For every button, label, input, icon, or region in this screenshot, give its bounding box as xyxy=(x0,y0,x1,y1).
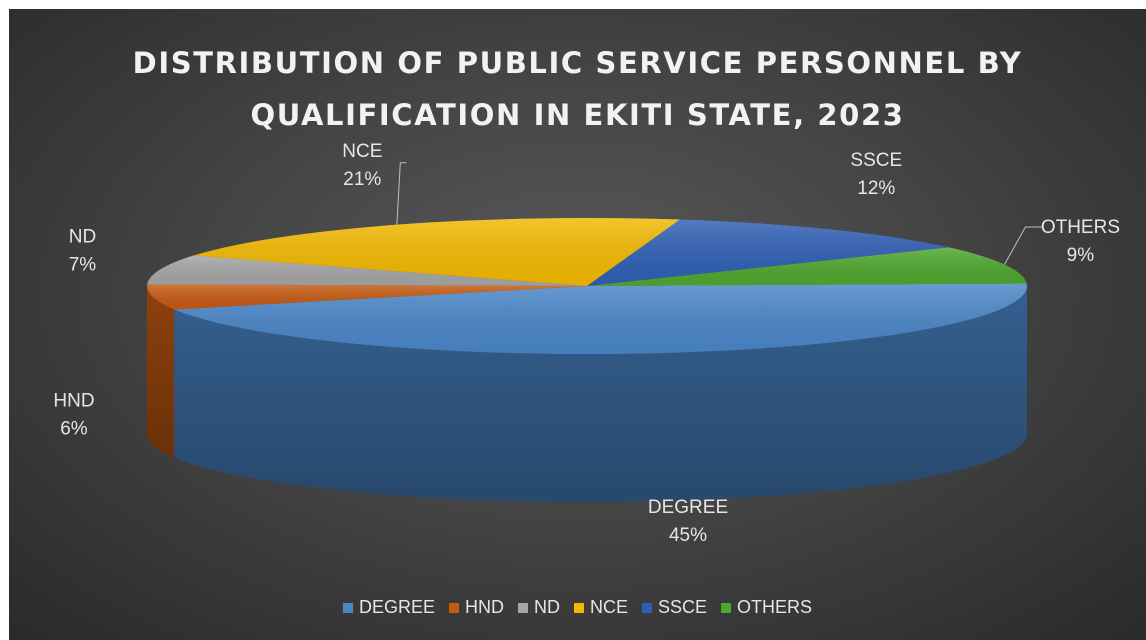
pie-side-shade-degree xyxy=(174,286,1028,503)
pie-sides xyxy=(147,286,1028,503)
data-label-others: OTHERS 9% xyxy=(1041,217,1120,266)
pie-slice-shade-nce xyxy=(193,218,680,286)
legend-label-ssce: SSCE xyxy=(658,597,708,617)
leader-line-nce xyxy=(396,162,407,225)
data-label-hnd: HND 6% xyxy=(53,391,94,440)
data-label-nce: NCE 21% xyxy=(342,141,382,190)
legend-item-degree: DEGREE xyxy=(342,597,435,618)
chart-title: DISTRIBUTION OF PUBLIC SERVICE PERSONNEL… xyxy=(9,37,1146,141)
data-labels: DEGREE 45% HND 6% ND 7% NCE 21% SSCE 12% OTHERS 9% xyxy=(53,141,1120,546)
pie-side-shade-hnd xyxy=(147,286,175,458)
legend-swatch-others xyxy=(721,602,732,613)
data-label-degree: DEGREE 45% xyxy=(648,497,728,546)
data-label-ssce: SSCE 12% xyxy=(850,150,902,199)
legend-swatch-hnd xyxy=(448,602,459,613)
pie-slice-shade-ssce xyxy=(587,219,950,286)
legend-item-ssce: SSCE xyxy=(642,597,707,618)
legend-label-nd: ND xyxy=(533,597,560,617)
legend-swatch-degree xyxy=(342,602,353,613)
chart-title-line-2: QUALIFICATION IN EKITI STATE, 2023 xyxy=(250,98,905,132)
legend-label-nce: NCE xyxy=(589,597,628,617)
legend-item-nd: ND xyxy=(517,597,560,618)
legend-swatch-ssce xyxy=(642,602,652,613)
leader-line-others xyxy=(1004,226,1044,265)
legend-label-hnd: HND xyxy=(464,597,504,617)
legend-label-others: OTHERS xyxy=(737,597,813,617)
data-label-nd: ND 7% xyxy=(69,227,97,276)
chart-title-line-1: DISTRIBUTION OF PUBLIC SERVICE PERSONNEL… xyxy=(132,46,1023,80)
pie-slice-shade-hnd xyxy=(147,284,587,310)
pie-chart: DEGREE 45% HND 6% ND 7% NCE 21% SSCE 12% OTHERS 9% xyxy=(53,141,1120,546)
legend-item-nce: NCE xyxy=(573,597,628,618)
legend: DEGREE HND ND NCE SSCE OTHERS xyxy=(9,597,1146,618)
legend-item-others: OTHERS xyxy=(721,597,812,618)
pie-slice-shade-others xyxy=(587,247,1027,286)
legend-label-degree: DEGREE xyxy=(358,597,435,617)
pie-slice-shade-degree xyxy=(174,283,1028,354)
pie-slice-shade-nd xyxy=(147,255,587,286)
pie-tops xyxy=(147,218,1028,354)
chart-area: DISTRIBUTION OF PUBLIC SERVICE PERSONNEL… xyxy=(9,9,1146,640)
legend-swatch-nce xyxy=(573,602,584,613)
leader-lines xyxy=(396,162,1044,265)
legend-item-hnd: HND xyxy=(448,597,504,618)
legend-swatch-nd xyxy=(517,602,528,613)
